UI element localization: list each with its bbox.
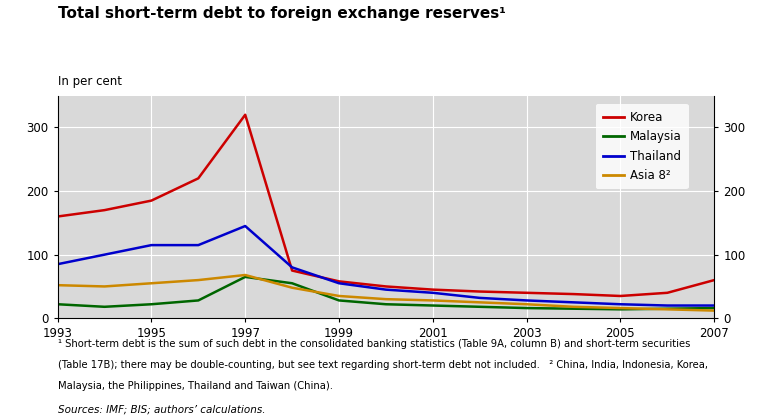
Legend: Korea, Malaysia, Thailand, Asia 8²: Korea, Malaysia, Thailand, Asia 8² [595, 104, 689, 189]
Text: Total short-term debt to foreign exchange reserves¹: Total short-term debt to foreign exchang… [58, 6, 505, 21]
Text: In per cent: In per cent [58, 75, 121, 88]
Text: (Table 17B); there may be double-counting, but see text regarding short-term deb: (Table 17B); there may be double-countin… [58, 360, 707, 370]
Text: Malaysia, the Philippines, Thailand and Taiwan (China).: Malaysia, the Philippines, Thailand and … [58, 381, 333, 391]
Text: Sources: IMF; BIS; authors’ calculations.: Sources: IMF; BIS; authors’ calculations… [58, 404, 265, 414]
Text: ¹ Short-term debt is the sum of such debt in the consolidated banking statistics: ¹ Short-term debt is the sum of such deb… [58, 339, 690, 349]
